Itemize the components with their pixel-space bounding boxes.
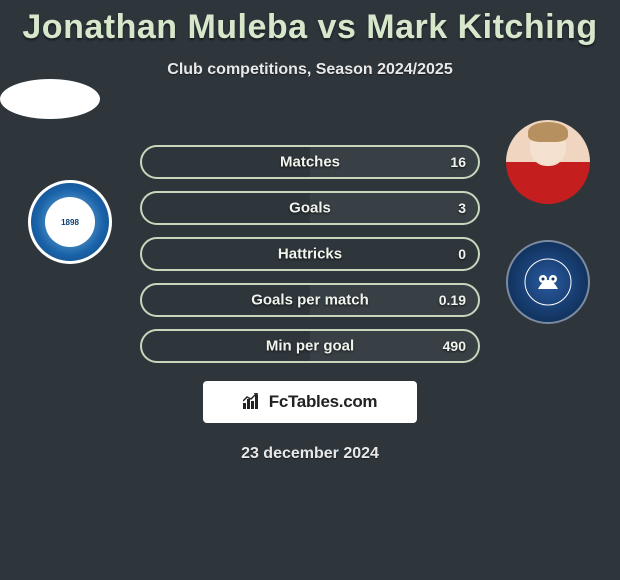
stat-label: Matches [280,154,340,171]
stat-label: Hattricks [278,246,342,263]
stat-value-right: 16 [450,154,466,170]
player-left-avatar [0,79,100,119]
stat-value-right: 0 [458,246,466,262]
stats-container: Matches 16 Goals 3 Hattricks 0 Goals per match… [0,145,620,375]
watermark: FcTables.com [203,381,417,423]
subtitle: Club competitions, Season 2024/2025 [0,61,620,79]
stat-label: Goals per match [251,292,369,309]
stat-row: Min per goal 490 [140,329,480,363]
stat-row: Goals 3 [140,191,480,225]
stat-row: Matches 16 [140,145,480,179]
watermark-text: FcTables.com [269,392,378,412]
stat-label: Min per goal [266,338,354,355]
stat-value-right: 3 [458,200,466,216]
page-title: Jonathan Muleba vs Mark Kitching [0,0,620,47]
bar-chart-icon [243,393,263,411]
stat-label: Goals [289,200,331,217]
stat-value-right: 490 [443,338,466,354]
stat-value-right: 0.19 [439,292,466,308]
stat-row: Hattricks 0 [140,237,480,271]
date-label: 23 december 2024 [0,445,620,463]
stat-row: Goals per match 0.19 [140,283,480,317]
stat-fill-right [310,193,478,223]
